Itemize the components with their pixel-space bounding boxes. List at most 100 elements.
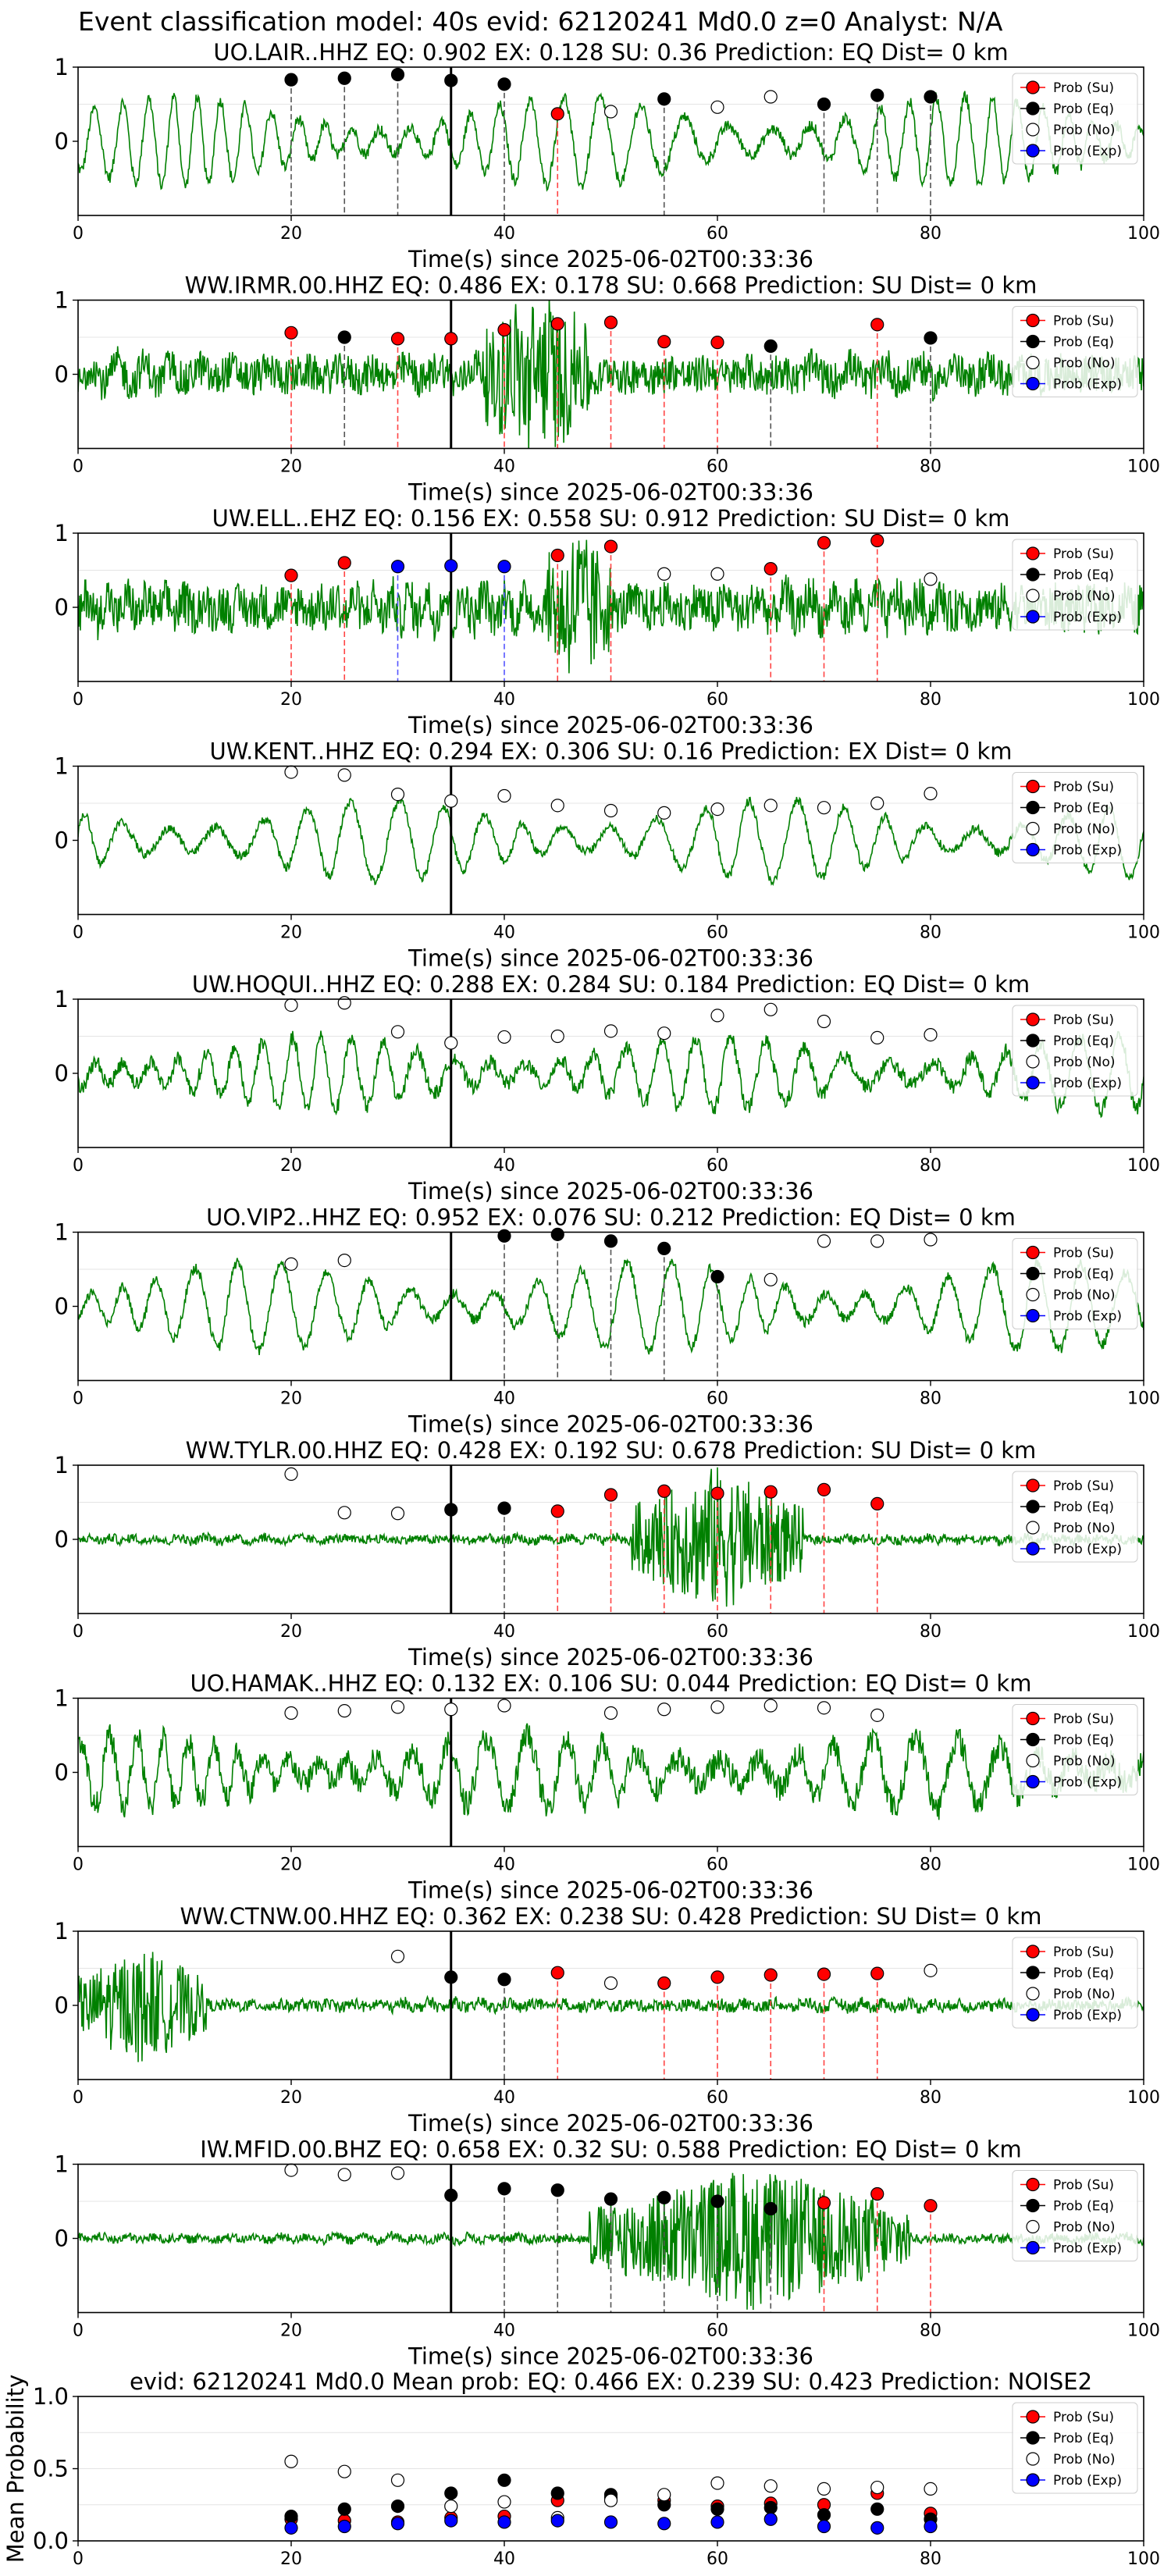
waveform-trace — [78, 794, 1144, 886]
prob-point-probexp — [390, 2517, 405, 2531]
panel-title: WW.IRMR.00.HHZ EQ: 0.486 EX: 0.178 SU: 0… — [185, 272, 1038, 299]
legend-marker — [1026, 1500, 1040, 1514]
legend-label: Prob (Exp) — [1053, 1775, 1122, 1791]
x-tick-label: 0 — [73, 2322, 84, 2341]
prob-point-probeq — [444, 1503, 458, 1517]
legend-label: Prob (No) — [1053, 1288, 1116, 1304]
prob-point-probsu — [817, 2196, 831, 2210]
legend-label: Prob (Su) — [1053, 2178, 1114, 2194]
legend-marker — [1026, 1987, 1040, 2001]
x-tick-label: 100 — [1127, 1622, 1160, 1642]
x-tick-label: 80 — [920, 2549, 941, 2569]
x-tick-label: 20 — [280, 224, 302, 244]
panel-title: UO.VIP2..HHZ EQ: 0.952 EX: 0.076 SU: 0.2… — [206, 1204, 1016, 1231]
panel-title: UW.ELL..EHZ EQ: 0.156 EX: 0.558 SU: 0.91… — [212, 505, 1010, 532]
prob-point-probsu — [763, 561, 778, 576]
legend: Prob (Su) Prob (Eq) Prob (No) Prob (Exp) — [1012, 2170, 1138, 2261]
prob-point-probsu — [817, 1482, 831, 1496]
prob-point-probno — [284, 1257, 298, 1271]
prob-point-probsu — [763, 1485, 778, 1499]
legend-label: Prob (Exp) — [1053, 144, 1122, 159]
x-tick-label: 20 — [280, 690, 302, 710]
legend-label: Prob (Su) — [1053, 314, 1114, 329]
legend-marker — [1026, 334, 1040, 349]
prob-point-probeq — [603, 2192, 618, 2206]
legend: Prob (Su) Prob (Eq) Prob (No) Prob (Exp) — [1012, 539, 1138, 631]
legend-marker — [1026, 1966, 1040, 1980]
prob-point-probsu — [657, 335, 671, 349]
prob-point-probno — [390, 2473, 405, 2487]
legend-label: Prob (Exp) — [1053, 1309, 1122, 1325]
legend: Prob (Su) Prob (Eq) Prob (No) Prob (Exp) — [1012, 73, 1138, 165]
x-tick-label: 0 — [73, 2549, 84, 2569]
y-axis-label: Mean Probability — [2, 2375, 29, 2564]
legend-marker — [1026, 355, 1040, 370]
legend-marker — [1026, 2219, 1040, 2234]
prob-point-probeq — [763, 339, 778, 353]
x-tick-label: 20 — [280, 2322, 302, 2341]
legend-marker — [1026, 568, 1040, 582]
prob-point-probno — [337, 2168, 351, 2182]
prob-point-probno — [284, 1467, 298, 1482]
legend-box — [1012, 1238, 1138, 1329]
prob-point-probno — [657, 806, 671, 820]
legend-label: Prob (Exp) — [1053, 843, 1122, 859]
prob-point-probno — [603, 803, 618, 818]
legend-label: Prob (Su) — [1053, 1012, 1114, 1028]
prob-point-probeq — [497, 1229, 511, 1243]
legend-label: Prob (Su) — [1053, 1478, 1114, 1494]
legend-label: Prob (Exp) — [1053, 610, 1122, 625]
legend-label: Prob (Eq) — [1053, 568, 1114, 583]
prob-point-probno — [337, 1253, 351, 1268]
legend-marker — [1026, 1521, 1040, 1535]
y-tick-label: 1 — [55, 986, 69, 1012]
prob-point-probeq — [550, 2183, 564, 2197]
waveform-trace — [78, 91, 1144, 192]
legend-label: Prob (No) — [1053, 589, 1116, 604]
prob-point-probno — [284, 765, 298, 779]
waveform-trace — [78, 1952, 1144, 2062]
legend-marker — [1026, 313, 1040, 328]
legend-marker — [1026, 144, 1040, 158]
x-tick-label: 60 — [707, 690, 728, 710]
legend-marker — [1026, 779, 1040, 794]
legend-marker — [1026, 1266, 1040, 1281]
prob-point-probexp — [337, 2519, 351, 2534]
x-tick-label: 80 — [920, 1856, 941, 1875]
legend-marker — [1026, 2198, 1040, 2213]
prob-point-probno — [710, 1700, 724, 1714]
legend-label: Prob (Eq) — [1053, 2431, 1114, 2446]
x-tick-label: 40 — [493, 923, 515, 943]
legend-label: Prob (Exp) — [1053, 1542, 1122, 1557]
prob-point-probsu — [710, 336, 724, 350]
legend-label: Prob (Eq) — [1053, 1034, 1114, 1049]
x-tick-label: 0 — [73, 1156, 84, 1176]
prob-point-probno — [763, 1272, 778, 1286]
x-tick-label: 40 — [493, 1389, 515, 1409]
x-tick-label: 40 — [493, 1622, 515, 1642]
x-axis-label: Time(s) since 2025-06-02T00:33:36 — [408, 2343, 813, 2370]
legend-marker — [1026, 1711, 1040, 1726]
legend-label: Prob (Exp) — [1053, 377, 1122, 393]
prob-point-probno — [710, 2476, 724, 2490]
prob-point-probsu — [550, 317, 564, 331]
x-tick-label: 0 — [73, 923, 84, 943]
legend-label: Prob (Eq) — [1053, 1966, 1114, 1981]
x-tick-label: 100 — [1127, 2549, 1160, 2569]
prob-point-probno — [710, 1009, 724, 1023]
legend-marker — [1026, 546, 1040, 560]
prob-point-probno — [497, 2495, 511, 2509]
prob-point-probno — [763, 799, 778, 813]
legend: Prob (Su) Prob (Eq) Prob (No) Prob (Exp) — [1012, 1704, 1138, 1795]
prob-point-probno — [924, 1963, 938, 1977]
legend-label: Prob (No) — [1053, 2452, 1116, 2467]
prob-point-probno — [657, 1703, 671, 1717]
y-tick-label: 1 — [55, 2151, 69, 2178]
waveform-trace — [78, 1030, 1144, 1119]
legend-label: Prob (No) — [1053, 822, 1116, 838]
panel-2: WW.IRMR.00.HHZ EQ: 0.486 EX: 0.178 SU: 0… — [55, 272, 1160, 506]
legend-label: Prob (No) — [1053, 1754, 1116, 1770]
x-tick-label: 60 — [707, 2549, 728, 2569]
prob-point-probexp — [763, 2512, 778, 2526]
prob-point-probsu — [603, 1488, 618, 1502]
